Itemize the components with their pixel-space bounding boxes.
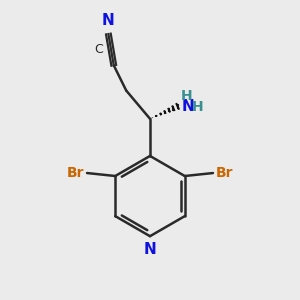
- Text: N: N: [144, 242, 156, 256]
- Text: Br: Br: [67, 166, 85, 180]
- Text: Br: Br: [215, 166, 233, 180]
- Text: H: H: [181, 89, 193, 103]
- Text: N: N: [102, 13, 115, 28]
- Text: N: N: [181, 99, 194, 114]
- Text: H: H: [192, 100, 204, 114]
- Text: C: C: [94, 43, 103, 56]
